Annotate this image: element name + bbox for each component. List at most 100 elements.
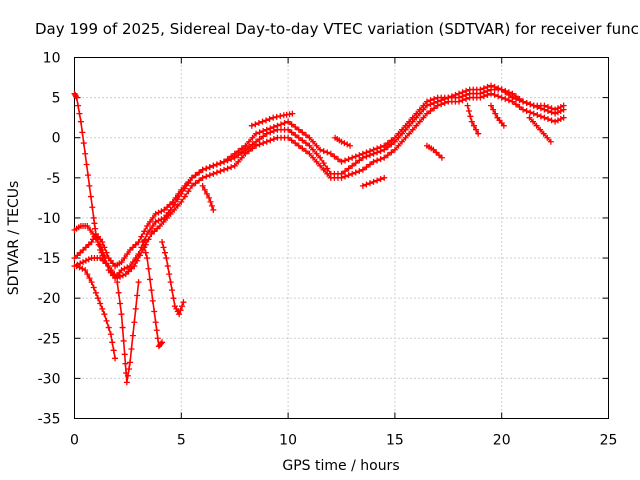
data-point <box>516 95 523 102</box>
data-point <box>120 337 127 344</box>
data-point <box>288 129 295 136</box>
data-point <box>152 210 159 217</box>
data-point <box>167 210 174 217</box>
data-point <box>537 126 544 133</box>
data-point <box>151 228 158 235</box>
data-point <box>544 116 551 123</box>
data-point <box>122 360 129 367</box>
data-point <box>342 157 349 164</box>
data-point <box>465 107 472 114</box>
data-point <box>384 140 391 147</box>
data-point <box>119 272 126 279</box>
data-point <box>105 263 112 270</box>
data-point <box>560 102 567 109</box>
data-point <box>341 140 348 147</box>
data-point <box>160 218 167 225</box>
data-point <box>349 154 356 161</box>
data-point <box>356 152 363 159</box>
data-point <box>530 110 537 117</box>
data-point <box>86 182 93 189</box>
data-point <box>413 110 420 117</box>
series-drop-e <box>159 239 187 318</box>
data-point <box>427 107 434 114</box>
data-point <box>434 102 441 109</box>
data-point <box>266 116 273 123</box>
data-point <box>208 202 215 209</box>
data-point <box>127 359 134 366</box>
data-point <box>188 174 195 181</box>
chart-title: Day 199 of 2025, Sidereal Day-to-day VTE… <box>35 20 639 38</box>
data-point <box>500 122 507 129</box>
data-point <box>299 145 306 152</box>
data-point <box>345 172 352 179</box>
series-drop-d <box>139 239 166 350</box>
data-point <box>152 218 159 225</box>
data-point <box>363 149 370 156</box>
data-point <box>299 129 306 136</box>
data-point <box>310 146 317 153</box>
data-point <box>92 225 99 232</box>
data-point <box>144 255 151 262</box>
data-point <box>381 174 388 181</box>
data-point <box>533 122 540 129</box>
data-point <box>270 136 277 143</box>
data-point <box>76 110 83 117</box>
data-point <box>231 150 238 157</box>
data-series <box>71 82 567 386</box>
data-point <box>86 275 93 282</box>
data-point <box>488 82 495 89</box>
data-point <box>196 177 203 184</box>
data-point <box>530 118 537 125</box>
data-point <box>295 142 302 149</box>
data-point <box>77 249 84 256</box>
data-point <box>523 99 530 106</box>
data-point <box>238 145 245 152</box>
data-point <box>249 145 256 152</box>
data-point <box>554 117 561 124</box>
data-point <box>344 141 351 148</box>
data-point <box>488 90 495 97</box>
data-point <box>123 379 130 386</box>
data-point <box>159 239 166 246</box>
series-line <box>74 92 564 279</box>
data-point <box>352 153 359 160</box>
data-point <box>158 208 165 215</box>
data-point <box>137 252 144 259</box>
data-point <box>292 140 299 147</box>
data-point <box>171 206 178 213</box>
data-point <box>83 161 90 168</box>
data-point <box>505 97 512 104</box>
data-point <box>255 120 262 127</box>
data-point <box>459 89 466 96</box>
data-point <box>124 264 131 271</box>
data-point <box>117 300 124 307</box>
data-point <box>253 130 260 137</box>
data-point <box>359 182 366 189</box>
data-point <box>117 273 124 280</box>
data-point <box>90 214 97 221</box>
data-point <box>431 95 438 102</box>
data-point <box>448 93 455 100</box>
data-point <box>488 102 495 109</box>
data-point <box>121 265 128 272</box>
data-point <box>79 129 86 136</box>
data-point <box>238 154 245 161</box>
data-point <box>292 124 299 131</box>
data-point <box>158 340 165 347</box>
data-point <box>377 156 384 163</box>
data-point <box>176 311 183 318</box>
series-line <box>161 241 185 316</box>
data-point <box>115 289 122 296</box>
data-point <box>388 149 395 156</box>
data-point <box>154 335 161 342</box>
data-point <box>381 142 388 149</box>
data-point <box>131 263 138 270</box>
data-point <box>73 94 80 101</box>
data-point <box>320 160 327 167</box>
data-point <box>523 107 530 114</box>
data-point <box>395 130 402 137</box>
data-point <box>473 126 480 133</box>
data-point <box>423 98 430 105</box>
data-point <box>129 259 136 266</box>
data-point <box>509 98 516 105</box>
